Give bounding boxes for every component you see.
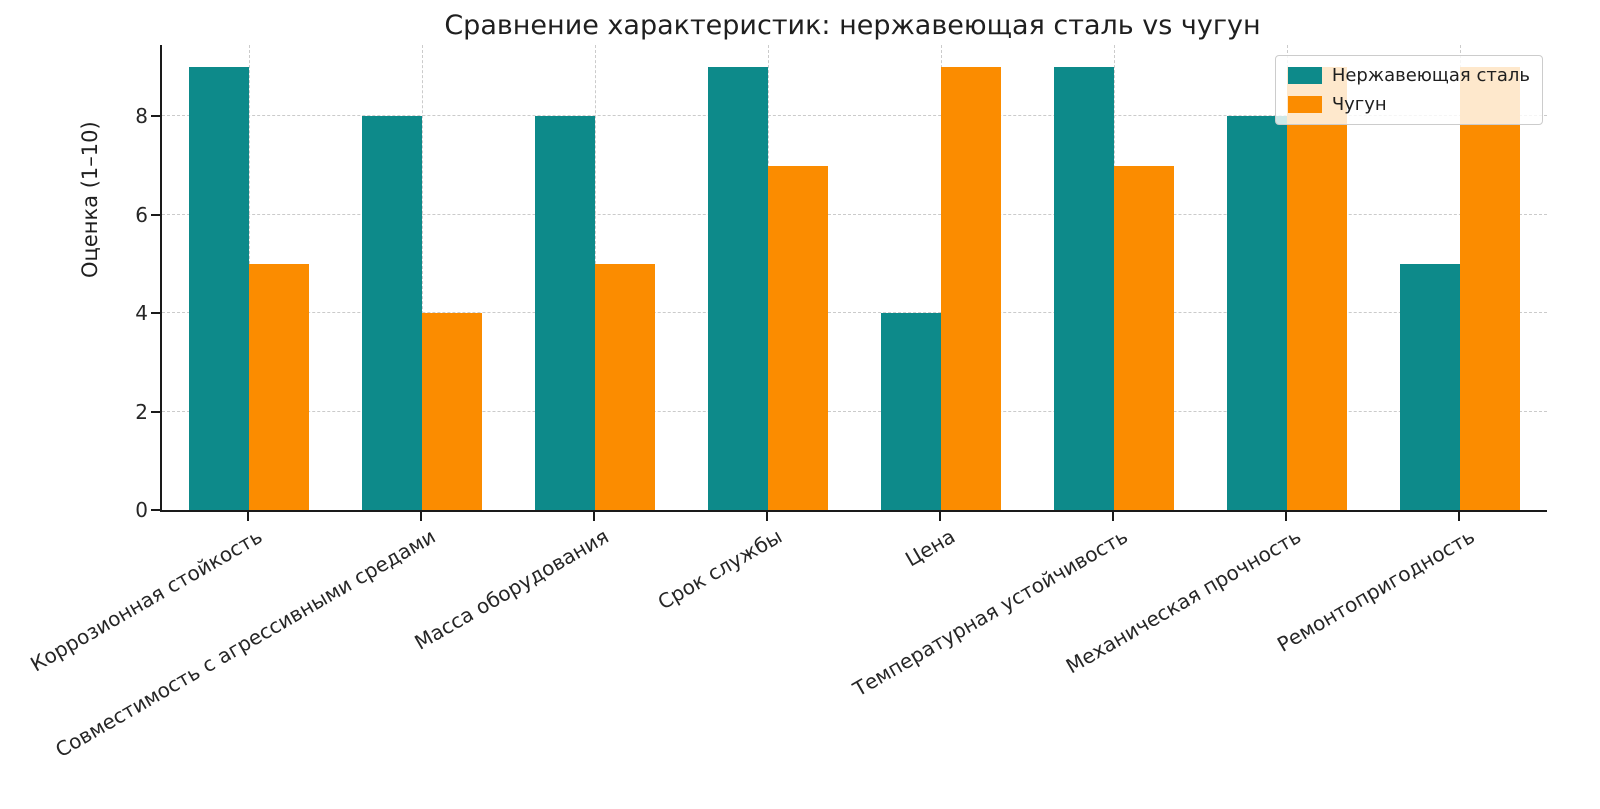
y-tick-mark [151,213,160,216]
y-tick-label: 6 [135,202,148,227]
y-tick-label: 8 [135,104,148,129]
bar-series2 [421,313,482,510]
bar-series1 [1400,263,1461,510]
y-tick-label: 2 [135,399,148,424]
y-tick-mark [151,115,160,118]
chart-title: Сравнение характеристик: нержавеющая ста… [444,10,1261,41]
bar-series1 [1227,116,1288,510]
x-tick-label: Совместимость с агрессивными средами [51,524,440,763]
legend-swatch [1287,96,1322,113]
x-tick-mark [246,512,249,521]
bar-series1 [1054,67,1115,510]
y-tick-mark [151,312,160,315]
x-gridline [421,45,423,510]
bar-series2 [767,165,828,510]
bar-series2 [1114,165,1175,510]
y-gridline [162,115,1547,117]
bar-series2 [941,67,1002,510]
bar-series2 [1287,67,1348,510]
legend-item: Нержавеющая сталь [1287,65,1530,86]
x-tick-label: Температурная устойчивость [849,524,1133,702]
x-tick-mark [765,512,768,521]
y-tick-label: 0 [135,498,148,522]
x-tick-mark [1112,512,1115,521]
x-tick-mark [1285,512,1288,521]
bar-series2 [1460,67,1521,510]
legend-item: Чугун [1287,94,1530,115]
y-gridline [162,312,1547,314]
y-tick-label: 4 [135,301,148,326]
x-tick-label: Масса оборудования [410,524,613,655]
bar-series1 [534,116,595,510]
y-gridline [162,410,1547,412]
bar-series2 [594,263,655,510]
x-tick-label: Срок службы [653,524,786,615]
bar-series1 [188,67,249,510]
y-gridline [162,213,1547,215]
x-tick-mark [419,512,422,521]
bar-series1 [707,67,768,510]
x-tick-label: Цена [901,524,960,572]
y-tick-mark [151,509,160,511]
bar-series1 [361,116,422,510]
x-tick-mark [939,512,942,521]
x-tick-mark [1458,512,1461,521]
plot-area [160,45,1547,512]
x-tick-mark [592,512,595,521]
legend-label: Чугун [1331,94,1387,115]
bar-series1 [881,313,942,510]
legend-label: Нержавеющая сталь [1331,65,1530,86]
bar-series2 [248,263,309,510]
legend: Нержавеющая сталь Чугун [1274,55,1543,125]
y-tick-mark [151,410,160,413]
legend-swatch [1287,67,1322,84]
